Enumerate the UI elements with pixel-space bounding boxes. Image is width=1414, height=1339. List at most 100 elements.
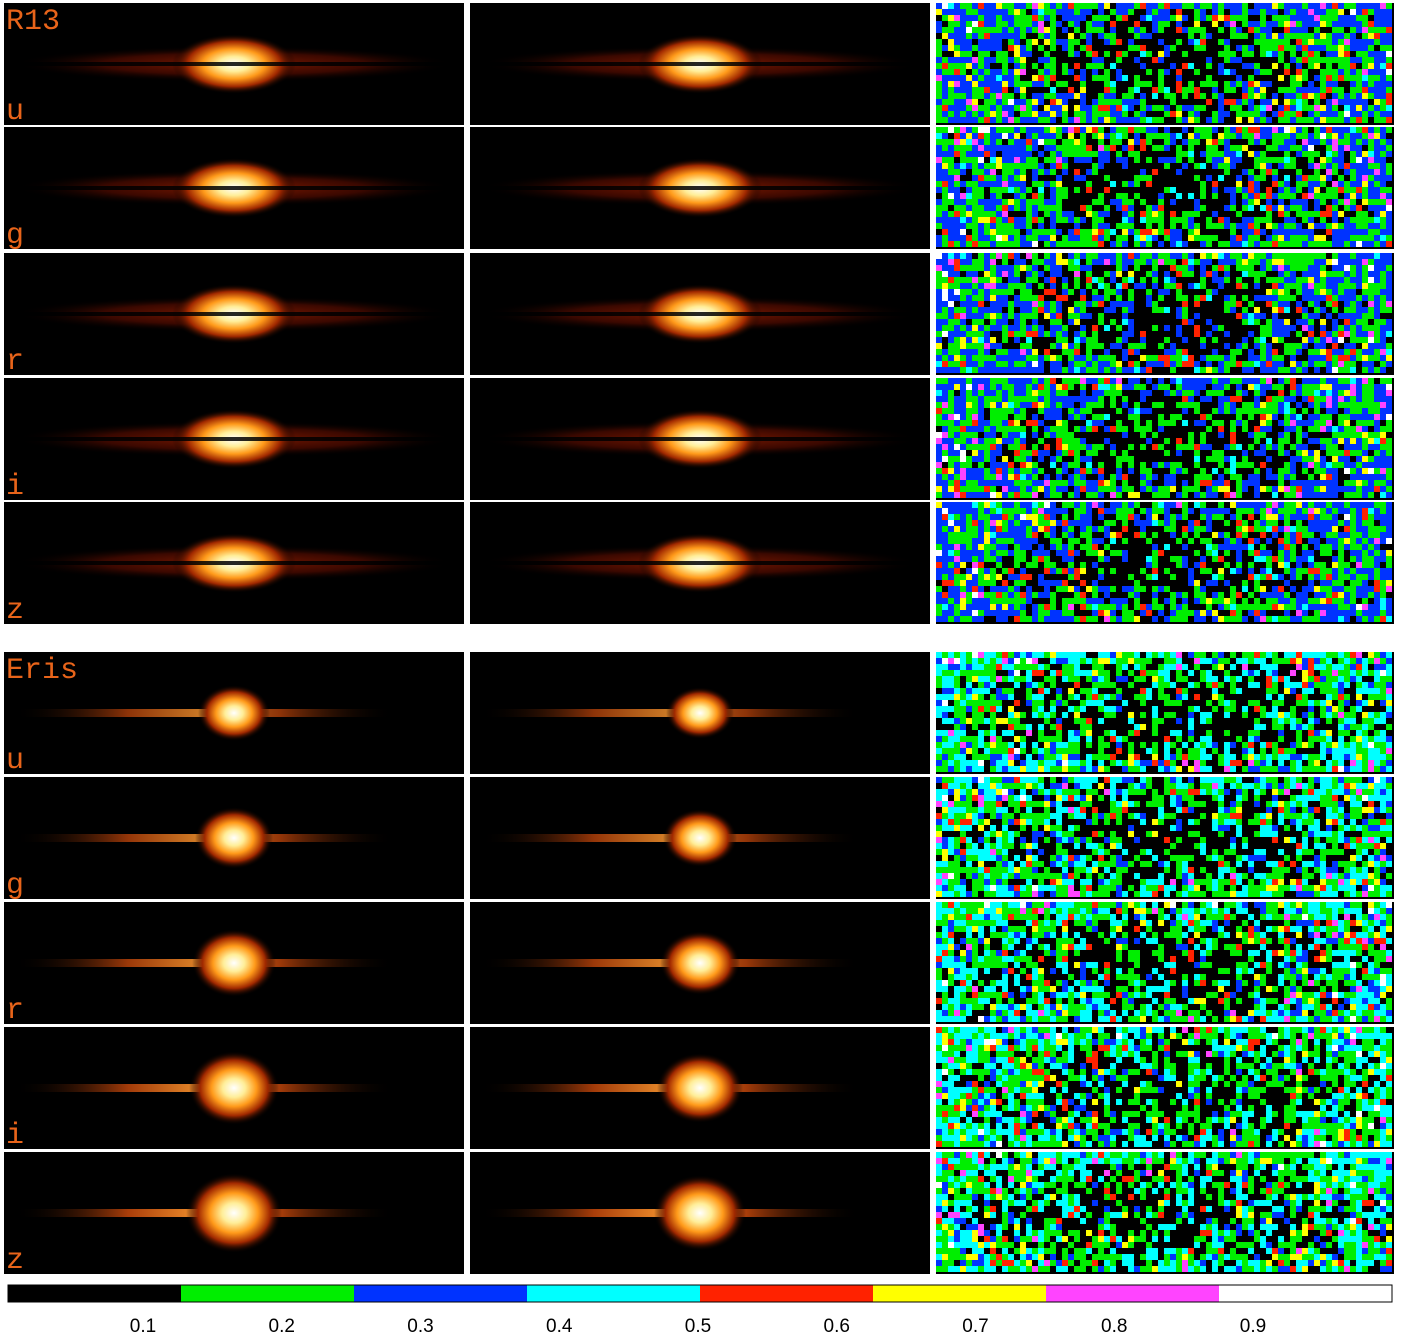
bulge xyxy=(198,685,270,741)
galaxy-image xyxy=(470,652,930,774)
residual-cells xyxy=(936,253,1392,373)
band-label: g xyxy=(6,869,24,903)
galaxy-image xyxy=(4,902,464,1024)
colorbar-segment xyxy=(527,1285,700,1302)
colorbar-tick-label: 0.3 xyxy=(407,1316,433,1337)
band-label: u xyxy=(6,744,24,778)
band-label: i xyxy=(6,1119,24,1153)
colorbar-segment xyxy=(1046,1285,1219,1302)
residual-cells xyxy=(978,652,1362,772)
colorbar-tick-label: 0.7 xyxy=(962,1316,988,1337)
residual-map xyxy=(936,1027,1394,1149)
galaxy-image xyxy=(470,127,930,249)
galaxy-image xyxy=(470,777,930,899)
residual-map xyxy=(936,1152,1394,1274)
dust-lane xyxy=(470,561,930,565)
residual-cells xyxy=(936,1027,1386,1147)
dust-lane xyxy=(470,62,930,66)
galaxy-image xyxy=(470,502,930,624)
residual-map xyxy=(936,777,1394,899)
bulge xyxy=(657,1053,743,1123)
residual-cells xyxy=(936,3,1380,123)
colorbar-tick-label: 0.4 xyxy=(546,1316,573,1337)
galaxy-image xyxy=(470,1027,930,1149)
bulge xyxy=(660,931,740,995)
residual-map xyxy=(936,652,1394,774)
colorbar-tick-label: 0.5 xyxy=(685,1316,711,1337)
residual-cells xyxy=(942,127,1392,247)
residual-cells xyxy=(936,1152,1392,1272)
galaxy-image xyxy=(4,1152,464,1274)
galaxy-image xyxy=(4,652,464,774)
band-label: u xyxy=(6,95,24,129)
residual-map xyxy=(936,502,1394,624)
galaxy-image xyxy=(4,3,464,125)
dust-lane xyxy=(470,186,930,190)
galaxy-image xyxy=(4,253,464,375)
residual-cells xyxy=(936,378,1392,498)
bulge xyxy=(189,1051,279,1125)
residual-cells xyxy=(936,378,1392,498)
band-label: g xyxy=(6,219,24,253)
bulge xyxy=(192,929,276,997)
dust-lane xyxy=(4,312,464,316)
band-label: i xyxy=(6,470,24,504)
colorbar-tick-label: 0.8 xyxy=(1101,1316,1127,1337)
colorbar-tick-label: 0.2 xyxy=(269,1316,295,1337)
colorbar-segment xyxy=(700,1285,873,1302)
dust-lane xyxy=(4,62,464,66)
residual-map xyxy=(936,378,1394,500)
residual-cells xyxy=(942,3,1392,123)
galaxy-image xyxy=(4,777,464,899)
band-label: r xyxy=(6,345,24,379)
galaxy-image xyxy=(470,3,930,125)
residual-cells xyxy=(942,1027,1392,1147)
galaxy-image xyxy=(4,127,464,249)
colorbar-frame xyxy=(7,1284,1393,1303)
colorbar-segment xyxy=(181,1285,354,1302)
colorbar-segment xyxy=(354,1285,527,1302)
band-label: z xyxy=(6,594,24,628)
residual-cells xyxy=(954,902,1392,1022)
residual-cells xyxy=(936,1027,1392,1147)
residual-map xyxy=(936,127,1394,249)
colorbar-segment xyxy=(8,1285,181,1302)
dust-lane xyxy=(4,186,464,190)
galaxy-image xyxy=(470,902,930,1024)
colorbar-tick-label: 0.1 xyxy=(130,1316,156,1337)
residual-map xyxy=(936,253,1394,375)
galaxy-image xyxy=(4,502,464,624)
band-label: r xyxy=(6,994,24,1028)
residual-cells xyxy=(936,127,1392,247)
residual-cells xyxy=(936,1152,1392,1272)
galaxy-image xyxy=(470,1152,930,1274)
residual-cells xyxy=(936,378,1386,498)
colorbar-tick-label: 0.6 xyxy=(824,1316,850,1337)
galaxy-image xyxy=(4,1027,464,1149)
group-label: R13 xyxy=(6,5,60,39)
dust-lane xyxy=(4,437,464,441)
residual-cells xyxy=(948,902,1392,1022)
colorbar-segment xyxy=(873,1285,1046,1302)
residual-cells xyxy=(936,1152,1392,1272)
dust-lane xyxy=(470,437,930,441)
galaxy-image xyxy=(470,253,930,375)
dust-lane xyxy=(470,312,930,316)
group-label: Eris xyxy=(6,654,78,688)
residual-map xyxy=(936,902,1394,1024)
band-label: z xyxy=(6,1244,24,1278)
bulge xyxy=(195,807,273,869)
residual-map xyxy=(936,3,1394,125)
residual-cells xyxy=(936,253,1392,373)
residual-cells xyxy=(936,1152,1392,1272)
colorbar-segment xyxy=(1219,1285,1392,1302)
bulge xyxy=(186,1173,282,1253)
dust-lane xyxy=(4,561,464,565)
residual-cells xyxy=(942,1033,1386,1147)
galaxy-image xyxy=(470,378,930,500)
colorbar-tick-label: 0.9 xyxy=(1240,1316,1266,1337)
bulge xyxy=(663,809,737,867)
galaxy-image xyxy=(4,378,464,500)
